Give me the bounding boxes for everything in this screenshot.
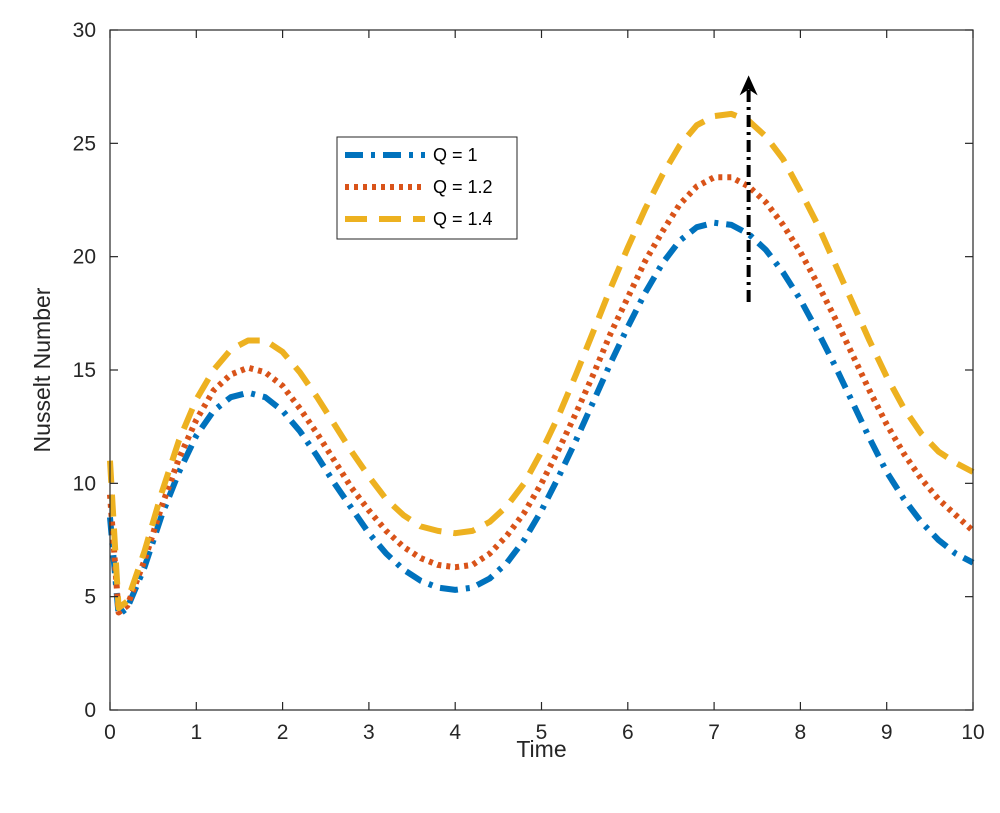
- y-tick-label: 15: [73, 359, 96, 382]
- x-tick-label: 2: [277, 721, 289, 744]
- y-axis-title: Nusselt Number: [29, 287, 55, 452]
- plot-background: [110, 30, 973, 710]
- series-line-3: [107, 110, 975, 611]
- x-tick-label: 3: [363, 721, 375, 744]
- series-layer: [107, 110, 976, 618]
- x-tick-label: 0: [104, 721, 116, 744]
- legend-label-3: Q = 1.4: [433, 209, 493, 229]
- x-tick-label: 8: [795, 721, 807, 744]
- tick-layer: 0 1 2 3 4 5 6 7 8 9 10 0 5 10 15 20 25 30: [73, 19, 985, 744]
- x-tick-label: 5: [536, 721, 548, 744]
- x-tick-label: 7: [708, 721, 720, 744]
- x-tick-label: 10: [961, 721, 984, 744]
- x-axis-title: Time: [516, 736, 566, 762]
- annotation-layer: [739, 75, 758, 302]
- series-line-1: [107, 219, 975, 618]
- x-tick-label: 4: [449, 721, 461, 744]
- y-tick-label: 20: [73, 246, 96, 269]
- y-tick-label: 5: [84, 586, 96, 609]
- x-tick-label: 1: [190, 721, 202, 744]
- legend-label-1: Q = 1: [433, 145, 478, 165]
- series-line-2: [107, 174, 976, 616]
- y-tick-label: 30: [73, 19, 96, 42]
- y-tick-label: 25: [73, 132, 96, 155]
- arrow-head: [739, 75, 758, 96]
- legend-label-2: Q = 1.2: [433, 177, 493, 197]
- y-tick-label: 0: [84, 699, 96, 722]
- x-tick-label: 9: [881, 721, 893, 744]
- x-tick-label: 6: [622, 721, 634, 744]
- y-tick-label: 10: [73, 472, 96, 495]
- legend: Q = 1 Q = 1.2 Q = 1.4: [336, 136, 518, 240]
